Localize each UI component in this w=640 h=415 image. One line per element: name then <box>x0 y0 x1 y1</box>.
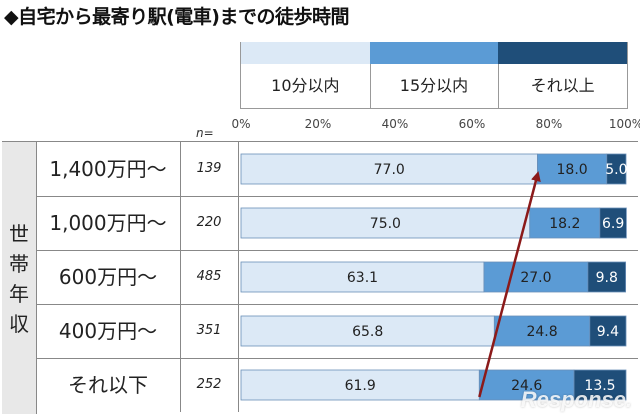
x-tick-label: 60% <box>458 117 486 131</box>
n-value: 220 <box>180 196 239 250</box>
n-value: 139 <box>180 142 239 196</box>
legend-item-over: それ以上 <box>498 42 627 108</box>
watermark-logo: Response. <box>520 387 632 412</box>
table-row: 1,000万円～ 220 <box>36 196 638 251</box>
side-label-char: 収 <box>9 312 29 336</box>
x-tick-label: 0% <box>231 117 251 131</box>
x-tick-label: 100% <box>608 117 640 131</box>
legend: 10分以内 15分以内 それ以上 <box>240 42 628 109</box>
legend-item-15min: 15分以内 <box>369 42 500 108</box>
legend-label-over: それ以上 <box>530 76 595 95</box>
legend-label-15min: 15分以内 <box>399 76 469 95</box>
side-header: 世 帯 年 収 <box>2 142 37 414</box>
legend-swatch-15min <box>369 42 499 64</box>
category-label: 400万円～ <box>36 304 181 358</box>
legend-swatch-over <box>498 42 627 64</box>
table-row: 1,400万円～ 139 <box>36 142 638 197</box>
n-value: 351 <box>180 304 239 358</box>
x-tick-label: 40% <box>381 117 409 131</box>
x-tick-label: 80% <box>535 117 563 131</box>
x-tick-label: 20% <box>304 117 332 131</box>
legend-swatch-10min <box>241 42 370 64</box>
side-label-char: 世 <box>9 222 29 246</box>
category-label: 600万円～ <box>36 250 181 304</box>
table-row: 600万円～ 485 <box>36 250 638 305</box>
n-header: n= <box>196 126 214 140</box>
data-table: 世 帯 年 収 1,400万円～ 139 1,000万円～ 220 600万円～… <box>2 141 638 414</box>
side-label-char: 帯 <box>9 252 29 276</box>
legend-label-10min: 10分以内 <box>271 76 340 95</box>
table-row: 400万円～ 351 <box>36 304 638 359</box>
side-label-char: 年 <box>9 282 29 306</box>
legend-item-10min: 10分以内 <box>241 42 371 108</box>
category-label: 1,400万円～ <box>36 142 181 196</box>
category-label: 1,000万円～ <box>36 196 181 250</box>
n-value: 252 <box>180 358 239 412</box>
category-label: それ以下 <box>36 358 181 412</box>
chart-title: ◆自宅から最寄り駅(電車)までの徒歩時間 <box>4 6 349 28</box>
n-value: 485 <box>180 250 239 304</box>
table-row: それ以下 252 <box>36 358 638 412</box>
